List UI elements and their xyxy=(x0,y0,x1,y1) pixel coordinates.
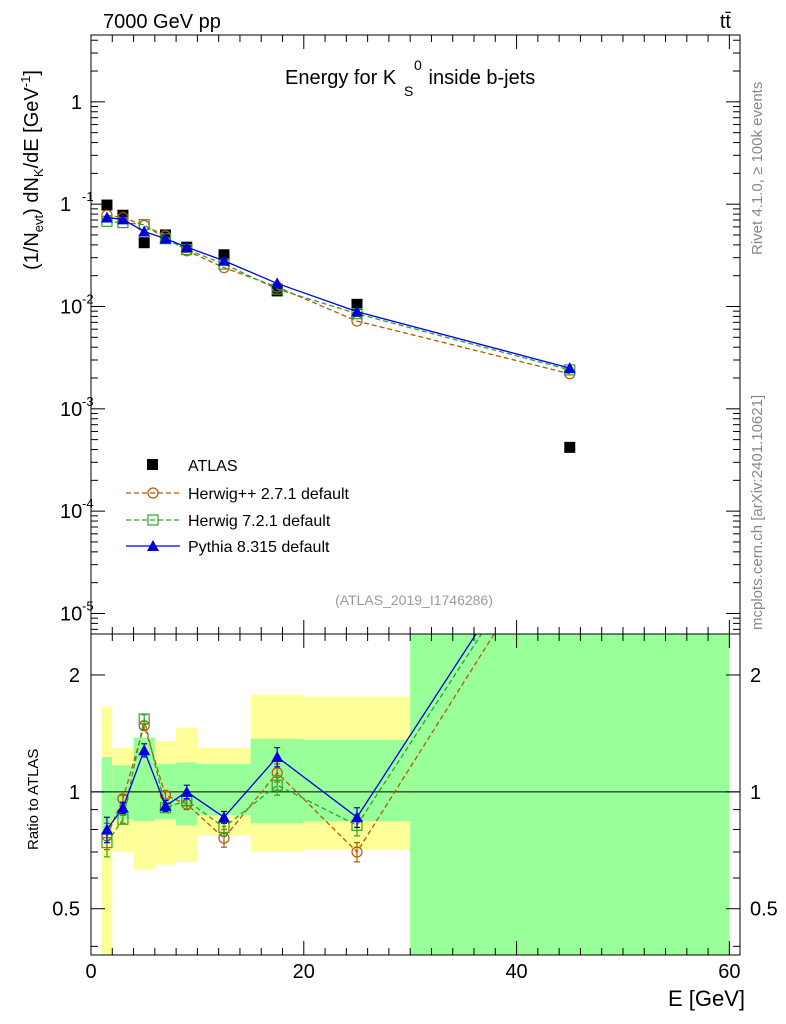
main-point-pythia xyxy=(217,254,230,266)
main-y-tick-exponent: -3 xyxy=(82,394,94,409)
plot-title-superscript: 0 xyxy=(414,57,422,73)
legend: ATLAS Herwig++ 2.7.1 default Herwig 7.2.… xyxy=(126,458,350,556)
legend-herwig7-label: Herwig 7.2.1 default xyxy=(188,513,331,530)
main-point-pythia xyxy=(350,305,363,317)
main-y-tick-label: 10 xyxy=(60,603,82,625)
plot-title-subscript: S xyxy=(404,83,413,99)
x-tick-label: 60 xyxy=(718,961,740,983)
legend-atlas-label: ATLAS xyxy=(188,458,238,475)
main-y-tick-exponent: -1 xyxy=(82,189,94,204)
ratio-series-group xyxy=(100,484,576,863)
ratio-band-inner xyxy=(410,634,730,955)
ratio-y-tick-label-left: 1 xyxy=(69,782,80,804)
legend-herwig7-marker xyxy=(147,514,159,526)
main-point-atlas xyxy=(564,441,576,453)
ratio-y-tick-label-right: 2 xyxy=(750,665,761,687)
legend-atlas-marker xyxy=(147,459,158,470)
ratio-y-axis-label: Ratio to ATLAS xyxy=(25,749,42,850)
ratio-point-pythia xyxy=(271,750,284,762)
main-panel: 10 -510 -410 -310 -21 -11 Energy for K 0 S in… xyxy=(18,34,741,635)
main-point-pythia xyxy=(563,362,576,374)
main-point-atlas xyxy=(138,237,150,249)
mcplots-label: mcplots.cern.ch [arXiv:2401.10621] xyxy=(749,395,766,630)
ratio-point-pythia xyxy=(159,799,172,811)
main-point-pythia xyxy=(116,213,129,225)
ratio-point-herwig7 xyxy=(565,493,575,503)
ratio-band-inner xyxy=(197,763,251,816)
ratio-y-tick-label-left: 0.5 xyxy=(52,899,80,921)
main-point-pythia xyxy=(180,241,193,253)
main-point-pythia xyxy=(271,277,284,289)
ratio-point-herwigpp xyxy=(351,846,363,858)
ratio-point-herwig7 xyxy=(138,713,150,725)
ratio-y-tick-label-left: 2 xyxy=(69,665,80,687)
ratio-point-pythia xyxy=(180,785,193,797)
main-y-tick-exponent: -5 xyxy=(82,598,94,613)
legend-pythia-label: Pythia 8.315 default xyxy=(188,539,330,556)
header-beam-label: 7000 GeV pp xyxy=(103,11,221,33)
main-point-atlas xyxy=(271,285,283,297)
header-process-label: tt̄ xyxy=(720,11,732,33)
rivet-version-label: Rivet 4.1.0, ≥ 100k events xyxy=(749,82,766,255)
main-point-atlas xyxy=(351,298,363,310)
x-tick-label: 0 xyxy=(85,961,96,983)
ratio-point-pythia xyxy=(217,811,230,823)
analysis-id: (ATLAS_2019_I1746286) xyxy=(335,592,493,608)
main-line-herwig7 xyxy=(106,220,570,371)
ratio-point-herwig7 xyxy=(117,813,129,825)
main-line-pythia xyxy=(106,216,570,369)
ratio-point-pythia xyxy=(100,823,113,835)
ratio-point-herwigpp xyxy=(565,509,575,519)
legend-pythia-marker xyxy=(147,540,159,551)
ratio-point-pythia xyxy=(116,801,129,813)
main-y-axis-label: (1/Nevt) dNK/dE [GeV-1] xyxy=(18,70,46,270)
ratio-frame xyxy=(90,633,741,956)
ratio-panel: 0.5 0.51 12 20 20 40 60 Ratio to ATLAS E [GeV] xyxy=(25,484,778,1011)
plot-title: Energy for K xyxy=(285,67,397,89)
ratio-point-pythia xyxy=(564,484,576,495)
main-y-tick-exponent: -4 xyxy=(82,496,94,511)
ratio-point-pythia xyxy=(350,811,363,823)
legend-herwigpp-label: Herwig++ 2.7.1 default xyxy=(188,486,350,503)
main-y-tick-label: 1 xyxy=(71,92,82,114)
main-point-pythia xyxy=(100,211,113,223)
ratio-band-inner xyxy=(133,737,155,822)
main-y-tick-exponent: -2 xyxy=(82,291,94,306)
main-point-pythia xyxy=(159,232,172,244)
ratio-point-herwig7 xyxy=(271,779,283,791)
ratio-y-tick-label-right: 0.5 xyxy=(750,899,778,921)
legend-herwigpp-marker xyxy=(147,487,159,499)
main-y-tick-label: 10 xyxy=(60,399,82,421)
ratio-band-inner xyxy=(101,756,113,836)
main-y-tick-label: 1 xyxy=(60,194,71,216)
ratio-point-pythia xyxy=(138,744,151,756)
main-y-tick-label: 10 xyxy=(60,501,82,523)
x-tick-label: 20 xyxy=(293,961,315,983)
main-y-tick-label: 10 xyxy=(60,296,82,318)
x-axis-label: E [GeV] xyxy=(668,986,745,1011)
main-point-pythia xyxy=(138,225,151,237)
x-tick-label: 40 xyxy=(505,961,527,983)
ratio-y-tick-label-right: 1 xyxy=(750,782,761,804)
main-point-atlas xyxy=(101,199,113,211)
plot-title-rest: inside b-jets xyxy=(423,67,535,89)
